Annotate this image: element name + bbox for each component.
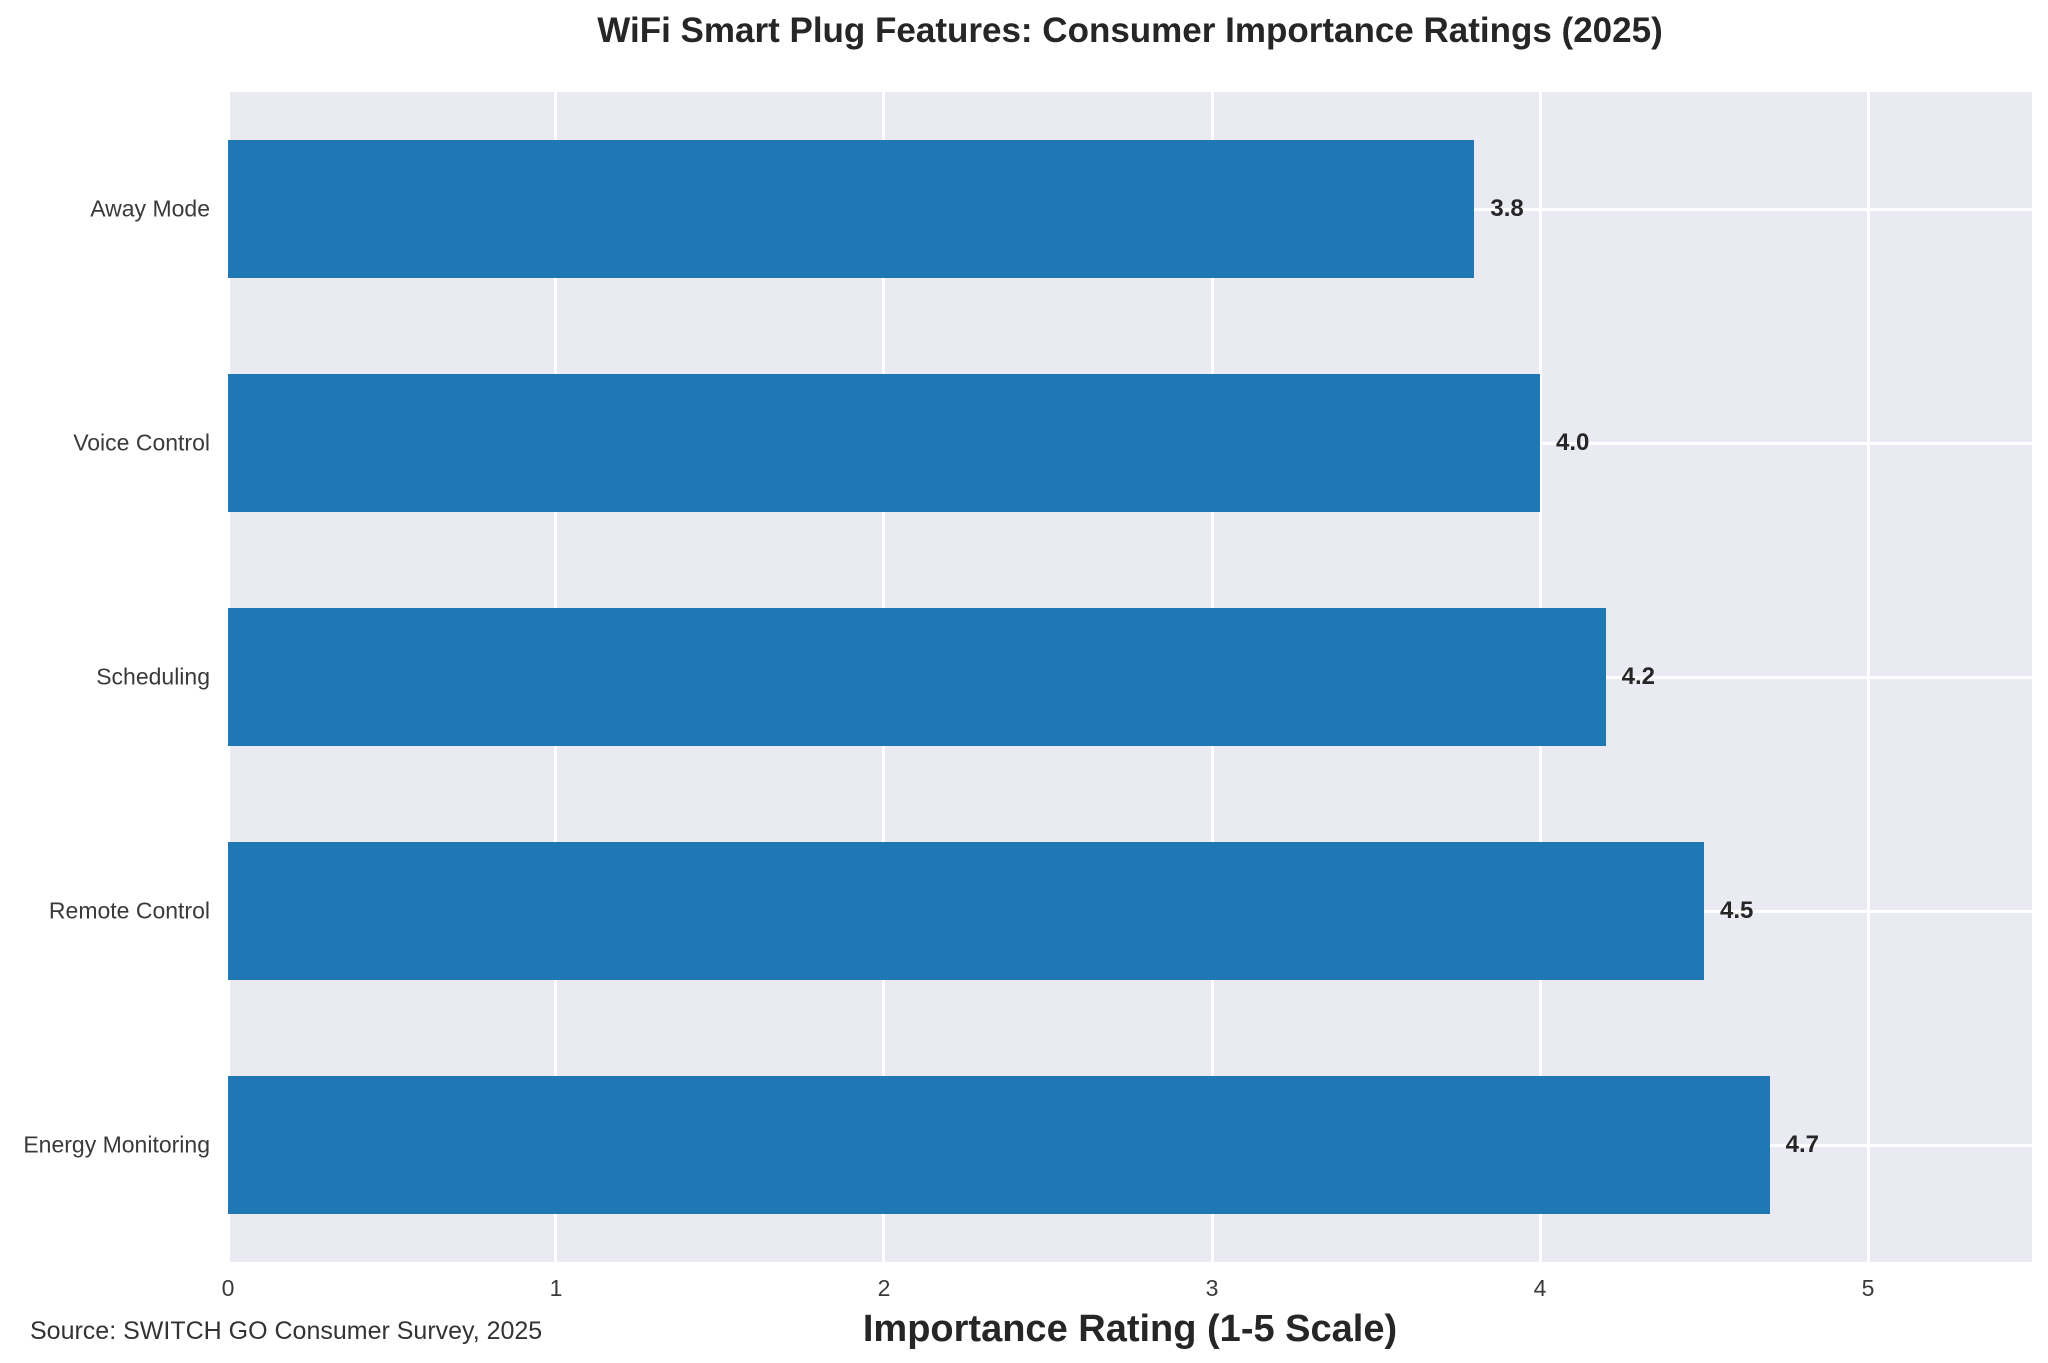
x-tick-label-2: 2 — [877, 1275, 891, 1301]
bar-away-mode — [228, 140, 1475, 278]
x-tick-label-5: 5 — [1861, 1275, 1875, 1301]
bar-energy-monitoring — [228, 1076, 1770, 1214]
x-tick-label-3: 3 — [1205, 1275, 1219, 1301]
bar-value-label-energy-monitoring: 4.7 — [1785, 1131, 1819, 1158]
x-tick-label-4: 4 — [1533, 1275, 1547, 1301]
x-tick-label-0: 0 — [221, 1275, 235, 1301]
y-tick-label-away-mode: Away Mode — [90, 195, 210, 222]
y-tick-label-energy-monitoring: Energy Monitoring — [23, 1131, 210, 1158]
bar-voice-control — [228, 374, 1540, 512]
bar-value-label-remote-control: 4.5 — [1720, 897, 1754, 924]
bar-scheduling — [228, 608, 1606, 746]
source-note: Source: SWITCH GO Consumer Survey, 2025 — [30, 1317, 543, 1345]
y-tick-label-scheduling: Scheduling — [96, 663, 210, 690]
y-tick-label-remote-control: Remote Control — [48, 897, 210, 924]
bar-value-label-voice-control: 4.0 — [1556, 429, 1590, 456]
chart-title: WiFi Smart Plug Features: Consumer Impor… — [597, 11, 1663, 50]
bar-remote-control — [228, 842, 1704, 980]
x-axis-ticks: 0 1 2 3 4 5 — [222, 1272, 2032, 1304]
bar-value-label-away-mode: 3.8 — [1490, 195, 1524, 222]
x-axis-title: Importance Rating (1-5 Scale) — [862, 1308, 1398, 1350]
y-tick-label-voice-control: Voice Control — [73, 429, 210, 456]
x-tick-label-1: 1 — [549, 1275, 563, 1301]
bar-value-label-scheduling: 4.2 — [1621, 663, 1655, 690]
plot-area: 3.8 4.0 4.2 4.5 4.7 — [226, 92, 2032, 1262]
y-axis-labels: Away Mode Voice Control Scheduling Remote C… — [0, 92, 210, 1262]
